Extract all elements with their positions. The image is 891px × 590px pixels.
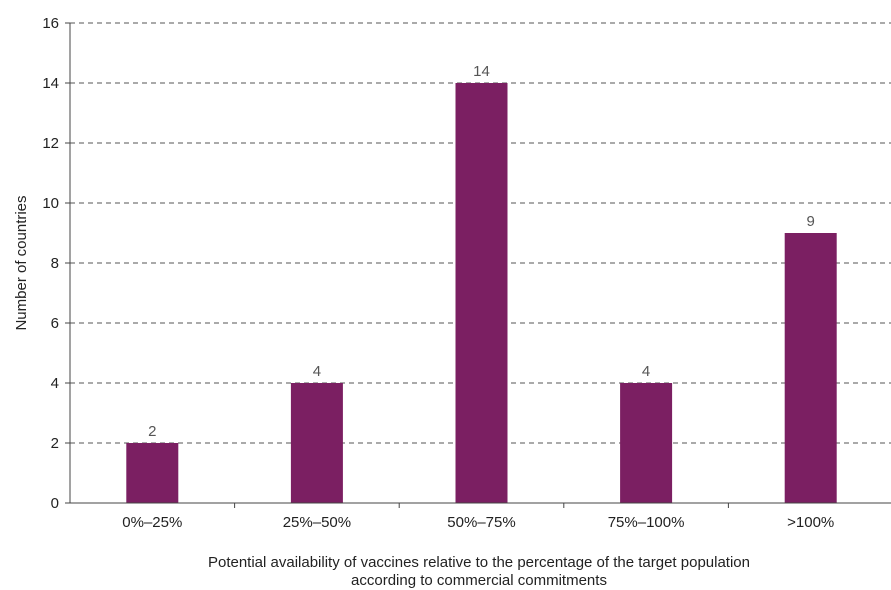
y-tick-label: 4 (51, 375, 59, 392)
x-tick-labels: 0%–25% 25%–50% 50%–75% 75%–100% >100% (122, 514, 834, 531)
y-tick-label: 12 (42, 135, 59, 152)
y-tick-label: 16 (42, 15, 59, 32)
bars (126, 83, 837, 503)
axes (65, 22, 891, 508)
bar-value-label: 14 (473, 63, 490, 80)
bar (620, 383, 673, 503)
bar-value-label: 4 (642, 363, 650, 380)
x-axis-title-line-1: Potential availability of vaccines relat… (208, 554, 750, 571)
bar (784, 233, 837, 503)
bar-value-label: 4 (313, 363, 321, 380)
y-tick-labels: 0 2 4 6 8 10 12 14 16 (42, 15, 59, 512)
y-tick-label: 6 (51, 315, 59, 332)
y-tick-label: 10 (42, 195, 59, 212)
x-tick-label: 75%–100% (608, 514, 685, 531)
x-tick-label: 25%–50% (283, 514, 351, 531)
x-axis-title-line-2: according to commercial commitments (351, 572, 607, 589)
bar-value-label: 2 (148, 423, 156, 440)
y-tick-label: 0 (51, 495, 59, 512)
y-tick-label: 14 (42, 75, 59, 92)
y-axis-title: Number of countries (13, 195, 30, 330)
bar (126, 443, 179, 503)
gridlines (70, 22, 891, 444)
bar (290, 383, 343, 503)
y-tick-label: 8 (51, 255, 59, 272)
bar (455, 83, 508, 503)
x-tick-label: 0%–25% (122, 514, 182, 531)
y-tick-label: 2 (51, 435, 59, 452)
x-tick-label: 50%–75% (447, 514, 515, 531)
x-tick-label: >100% (787, 514, 834, 531)
bar-value-label: 9 (807, 213, 815, 230)
